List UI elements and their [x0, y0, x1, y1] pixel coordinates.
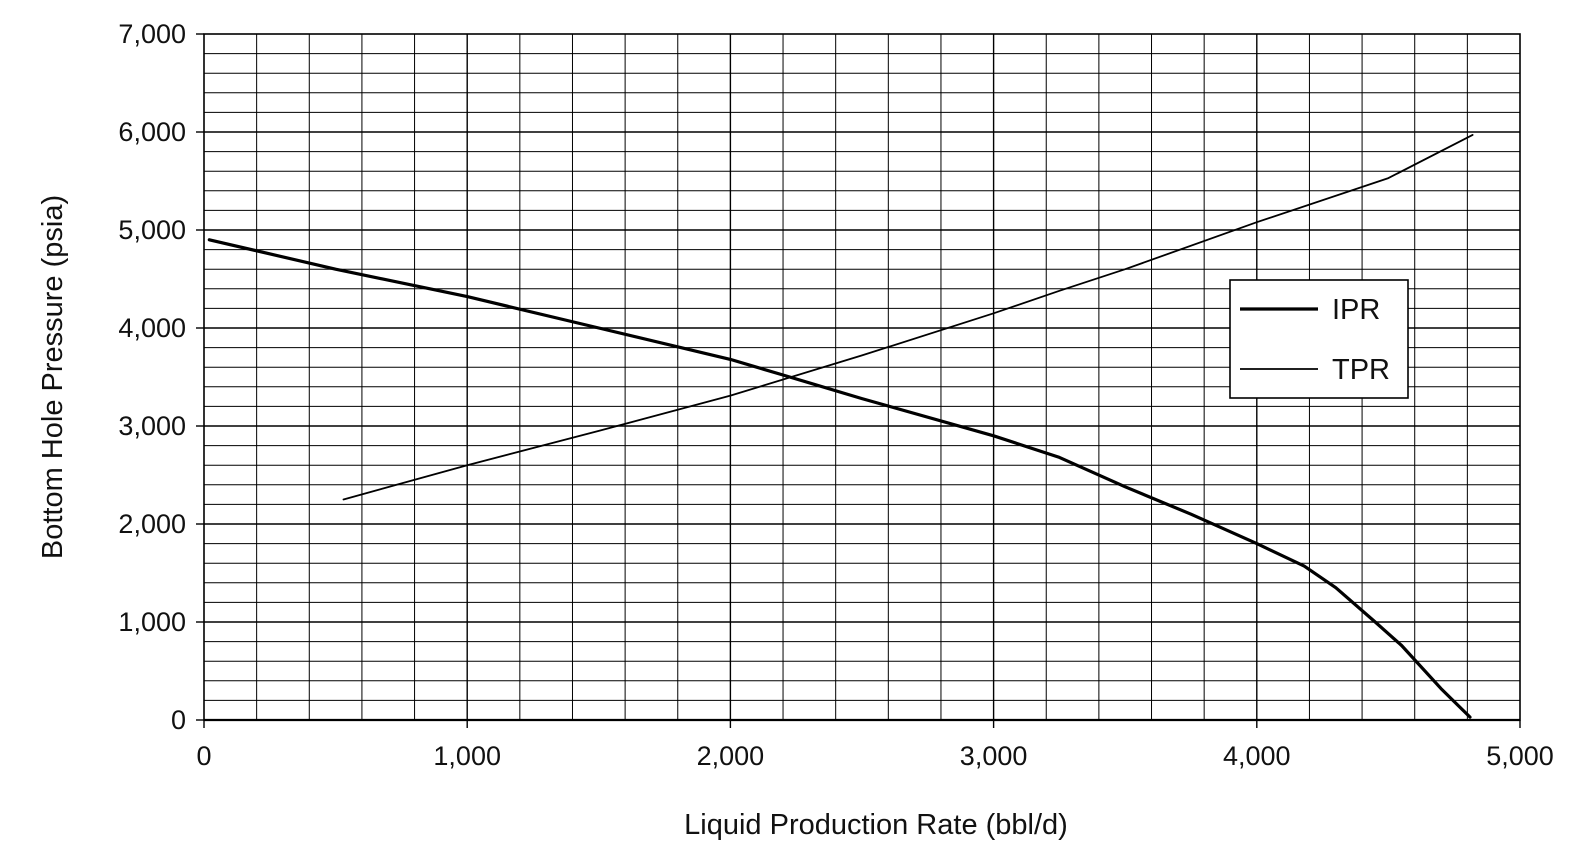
- legend-label-tpr: TPR: [1332, 354, 1390, 386]
- x-tick-label: 2,000: [697, 741, 765, 771]
- y-axis-title: Bottom Hole Pressure (psia): [37, 195, 69, 559]
- y-tick-label: 5,000: [118, 215, 186, 245]
- x-tick-label: 0: [196, 741, 211, 771]
- series-line-ipr: [207, 238, 1472, 719]
- y-tick-label: 3,000: [118, 411, 186, 441]
- y-tick-label: 7,000: [118, 19, 186, 49]
- y-tick-label: 4,000: [118, 313, 186, 343]
- legend-label-ipr: IPR: [1332, 294, 1380, 326]
- legend-box: [1229, 279, 1409, 399]
- y-tick-label: 6,000: [118, 117, 186, 147]
- x-tick-label: 1,000: [433, 741, 501, 771]
- x-tick-label: 5,000: [1486, 741, 1554, 771]
- x-axis: 0 1,000 2,000 3,000 4,000 5,000: [196, 720, 1554, 771]
- series-layer: [207, 134, 1474, 719]
- x-axis-title: Liquid Production Rate (bbl/d): [684, 809, 1068, 841]
- y-tick-label: 1,000: [118, 607, 186, 637]
- plot-border: [203, 33, 1521, 721]
- x-tick-label: 4,000: [1223, 741, 1291, 771]
- legend: IPR TPR: [1229, 279, 1409, 399]
- x-tick-label: 3,000: [960, 741, 1028, 771]
- y-tick-label: 2,000: [118, 509, 186, 539]
- series-line-tpr: [342, 134, 1474, 501]
- y-tick-label: 0: [171, 705, 186, 735]
- y-axis: 0 1,000 2,000 3,000 4,000 5,000 6,000 7,000: [118, 19, 204, 735]
